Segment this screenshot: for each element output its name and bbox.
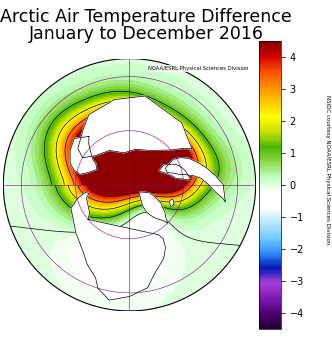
Point	[127, 182, 132, 187]
Point	[127, 182, 132, 187]
Point	[127, 182, 132, 187]
Point	[127, 182, 132, 187]
Point	[127, 182, 132, 187]
Text: Arctic Air Temperature Difference: Arctic Air Temperature Difference	[0, 8, 292, 26]
Point	[127, 182, 132, 187]
Point	[127, 182, 132, 187]
Point	[127, 182, 132, 187]
Point	[127, 182, 132, 187]
Point	[127, 182, 132, 187]
Point	[127, 182, 132, 187]
Polygon shape	[159, 164, 191, 180]
Point	[127, 182, 132, 187]
Point	[127, 182, 132, 187]
Point	[127, 182, 132, 187]
Point	[127, 182, 132, 187]
Point	[127, 182, 132, 187]
Point	[127, 182, 132, 187]
Point	[127, 182, 132, 187]
Point	[127, 182, 132, 187]
Point	[127, 182, 132, 187]
Point	[127, 182, 132, 187]
Text: NOAA/ESRL Physical Sciences Division: NOAA/ESRL Physical Sciences Division	[147, 66, 248, 71]
Point	[127, 182, 132, 187]
Point	[127, 182, 132, 187]
Point	[127, 182, 132, 187]
Point	[127, 182, 132, 187]
Point	[127, 182, 132, 187]
Point	[127, 182, 132, 187]
Polygon shape	[140, 192, 168, 223]
Polygon shape	[165, 158, 225, 202]
Point	[127, 182, 132, 187]
Polygon shape	[170, 199, 174, 207]
Point	[127, 182, 132, 187]
Point	[127, 182, 132, 187]
Point	[127, 182, 132, 187]
Point	[127, 182, 132, 187]
Text: January to December 2016: January to December 2016	[29, 25, 264, 43]
Polygon shape	[78, 96, 192, 158]
Point	[127, 182, 132, 187]
Polygon shape	[70, 136, 97, 174]
Point	[127, 182, 132, 187]
Point	[127, 182, 132, 187]
Point	[127, 182, 132, 187]
Polygon shape	[71, 193, 166, 300]
Point	[127, 182, 132, 187]
Point	[127, 182, 132, 187]
Point	[127, 182, 132, 187]
Point	[127, 182, 132, 187]
Point	[127, 182, 132, 187]
Point	[127, 182, 132, 187]
Point	[127, 182, 132, 187]
Point	[127, 182, 132, 187]
Point	[127, 182, 132, 187]
Point	[127, 182, 132, 187]
Point	[127, 182, 132, 187]
Point	[127, 182, 132, 187]
Point	[127, 182, 132, 187]
Point	[127, 182, 132, 187]
Point	[127, 182, 132, 187]
Point	[127, 182, 132, 187]
Point	[127, 182, 132, 187]
Point	[127, 182, 132, 187]
Text: NSIDC courtesy NOAA/ESRL Physical Sciences Division: NSIDC courtesy NOAA/ESRL Physical Scienc…	[325, 95, 330, 244]
Point	[127, 182, 132, 187]
Point	[127, 182, 132, 187]
Point	[127, 182, 132, 187]
Point	[127, 182, 132, 187]
Point	[127, 182, 132, 187]
Point	[127, 182, 132, 187]
Point	[127, 182, 132, 187]
Point	[127, 182, 132, 187]
Point	[127, 182, 132, 187]
Point	[127, 182, 132, 187]
Point	[127, 182, 132, 187]
Point	[127, 182, 132, 187]
Point	[127, 182, 132, 187]
Point	[127, 182, 132, 187]
Point	[127, 182, 132, 187]
Point	[127, 182, 132, 187]
